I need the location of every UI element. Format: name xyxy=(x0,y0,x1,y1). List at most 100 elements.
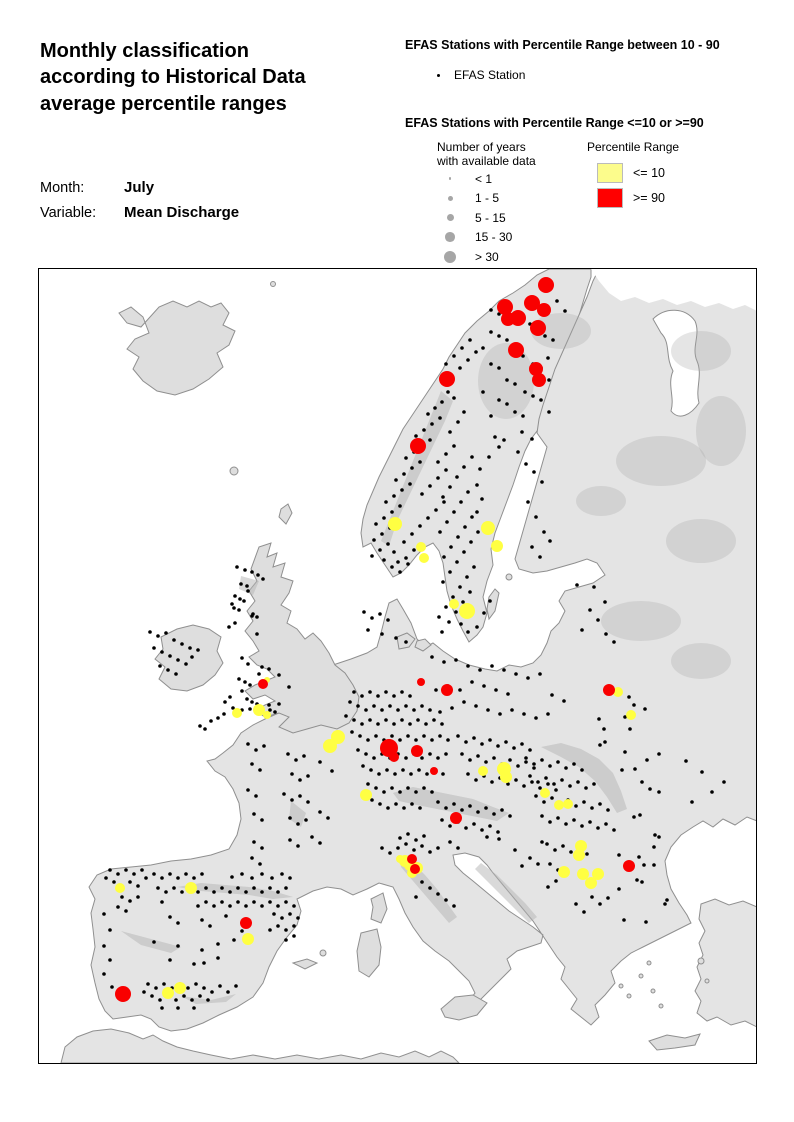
high-percentile-dot xyxy=(538,277,554,293)
efas-station-dot xyxy=(604,632,608,636)
efas-station-dot xyxy=(358,734,362,738)
efas-station-dot xyxy=(635,878,639,882)
efas-station-dot xyxy=(360,722,364,726)
low-percentile-dot xyxy=(174,982,186,994)
efas-station-dot xyxy=(362,610,366,614)
high-percentile-dot xyxy=(524,295,540,311)
efas-station-dot xyxy=(154,986,158,990)
efas-station-dot xyxy=(252,812,256,816)
efas-station-dot xyxy=(438,530,442,534)
efas-station-dot xyxy=(434,688,438,692)
efas-station-dot xyxy=(376,694,380,698)
efas-station-dot xyxy=(553,848,557,852)
efas-station-dot xyxy=(574,804,578,808)
percentile-legend-title: Percentile Range xyxy=(587,140,680,154)
efas-station-dot xyxy=(456,846,460,850)
efas-station-dot xyxy=(388,851,392,855)
efas-station-dot xyxy=(470,455,474,459)
high-percentile-dot xyxy=(497,299,513,315)
efas-station-dot xyxy=(468,758,472,762)
efas-station-dot xyxy=(385,768,389,772)
efas-station-dot xyxy=(520,864,524,868)
efas-station-dot xyxy=(466,358,470,362)
efas-station-dot xyxy=(550,796,554,800)
efas-station-dot xyxy=(108,928,112,932)
efas-station-dot xyxy=(452,904,456,908)
efas-station-dot xyxy=(384,690,388,694)
efas-station-dot xyxy=(408,722,412,726)
efas-station-dot xyxy=(426,412,430,416)
efas-station-dot xyxy=(380,846,384,850)
efas-station-dot xyxy=(438,734,442,738)
efas-station-dot xyxy=(418,460,422,464)
efas-station-dot xyxy=(402,806,406,810)
efas-station-dot xyxy=(468,804,472,808)
efas-station-dot xyxy=(290,772,294,776)
low-percentile-dot xyxy=(323,739,337,753)
efas-station-dot xyxy=(604,822,608,826)
efas-station-dot xyxy=(690,800,694,804)
efas-station-dot xyxy=(444,468,448,472)
low-percentile-dot xyxy=(613,687,623,697)
high-percentile-dot xyxy=(532,373,546,387)
efas-station-dot xyxy=(344,714,348,718)
efas-station-dot xyxy=(194,982,198,986)
efas-station-dot xyxy=(368,718,372,722)
efas-station-dot xyxy=(551,338,555,342)
efas-station-dot xyxy=(406,832,410,836)
efas-station-dot xyxy=(420,704,424,708)
efas-station-dot xyxy=(202,986,206,990)
efas-station-dot xyxy=(168,915,172,919)
efas-station-dot xyxy=(497,398,501,402)
efas-station-dot xyxy=(364,708,368,712)
efas-station-dot xyxy=(622,918,626,922)
efas-station-dot xyxy=(552,782,556,786)
efas-station-dot xyxy=(447,620,451,624)
efas-station-dot xyxy=(444,362,448,366)
efas-station-dot xyxy=(487,455,491,459)
size-legend-title: Number of years with available data xyxy=(437,140,536,169)
efas-station-dot xyxy=(478,467,482,471)
efas-station-dot xyxy=(564,822,568,826)
efas-station-dot xyxy=(196,890,200,894)
efas-station-dot xyxy=(642,863,646,867)
efas-station-dot xyxy=(228,904,232,908)
efas-station-dot xyxy=(542,800,546,804)
efas-station-dot xyxy=(526,676,530,680)
efas-station-dot xyxy=(532,762,536,766)
low-percentile-dot xyxy=(573,849,585,861)
efas-station-dot xyxy=(569,850,573,854)
efas-station-dot xyxy=(292,934,296,938)
efas-station-dot xyxy=(472,822,476,826)
efas-station-dot xyxy=(488,824,492,828)
efas-station-dot xyxy=(256,573,260,577)
efas-station-dot xyxy=(200,948,204,952)
efas-station-dot xyxy=(436,460,440,464)
efas-station-dot xyxy=(414,434,418,438)
efas-station-dot xyxy=(534,515,538,519)
efas-station-dot xyxy=(414,895,418,899)
efas-station-dot xyxy=(350,730,354,734)
efas-station-dot xyxy=(632,703,636,707)
percentile-legend-rows: <= 10 >= 90 xyxy=(587,162,679,209)
month-value: July xyxy=(124,179,155,196)
station-dots-layer xyxy=(102,277,726,1010)
efas-station-dot xyxy=(562,699,566,703)
efas-station-dot xyxy=(180,642,184,646)
efas-station-dot xyxy=(243,568,247,572)
efas-station-dot xyxy=(112,880,116,884)
efas-station-dot xyxy=(448,824,452,828)
efas-station-dot xyxy=(700,770,704,774)
efas-station-dot xyxy=(400,690,404,694)
efas-station-dot xyxy=(257,672,261,676)
high-percentile-dot xyxy=(623,860,635,872)
efas-station-dot xyxy=(280,916,284,920)
efas-station-dot xyxy=(124,868,128,872)
efas-station-dot xyxy=(428,484,432,488)
efas-station-dot xyxy=(474,350,478,354)
efas-station-dot xyxy=(378,802,382,806)
efas-station-dot xyxy=(318,841,322,845)
efas-station-dot xyxy=(418,524,422,528)
efas-station-dot xyxy=(606,896,610,900)
low-percentile-dot xyxy=(592,868,604,880)
